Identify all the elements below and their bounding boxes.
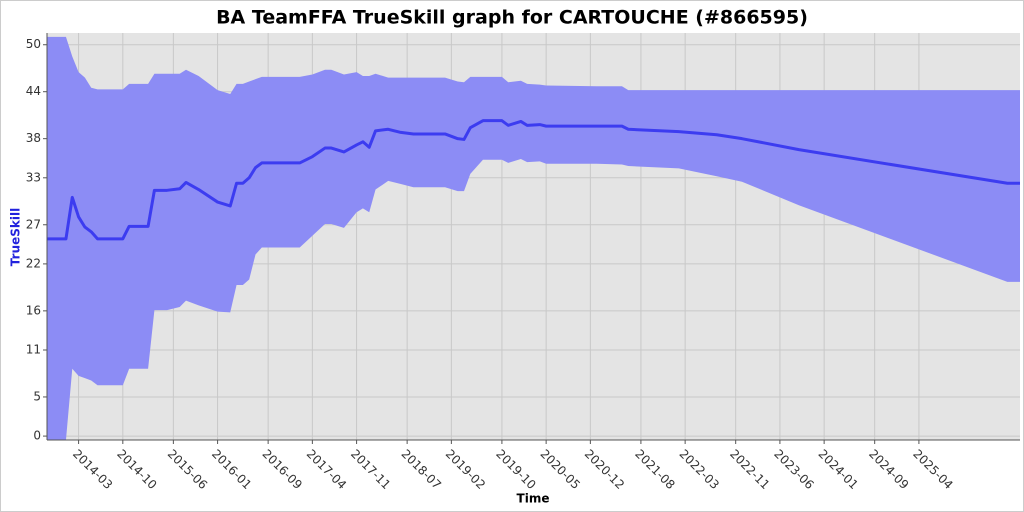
y-tick-label: 33 [26, 170, 41, 184]
y-tick-label: 38 [26, 131, 41, 145]
y-tick-label: 11 [26, 342, 41, 356]
y-axis-label: TrueSkill [9, 208, 23, 266]
y-tick-label: 0 [33, 429, 41, 443]
y-tick-label: 22 [26, 256, 41, 270]
y-tick-label: 44 [26, 84, 41, 98]
y-tick-label: 16 [26, 303, 41, 317]
skill-line [47, 119, 1020, 241]
y-tick-label: 50 [26, 37, 41, 51]
x-axis-label: Time [517, 492, 550, 506]
y-tick-label: 27 [26, 217, 41, 231]
chart-title: BA TeamFFA TrueSkill graph for CARTOUCHE… [216, 7, 808, 29]
uncertainty-band [47, 36, 1020, 441]
y-tick-label: 5 [33, 389, 41, 403]
